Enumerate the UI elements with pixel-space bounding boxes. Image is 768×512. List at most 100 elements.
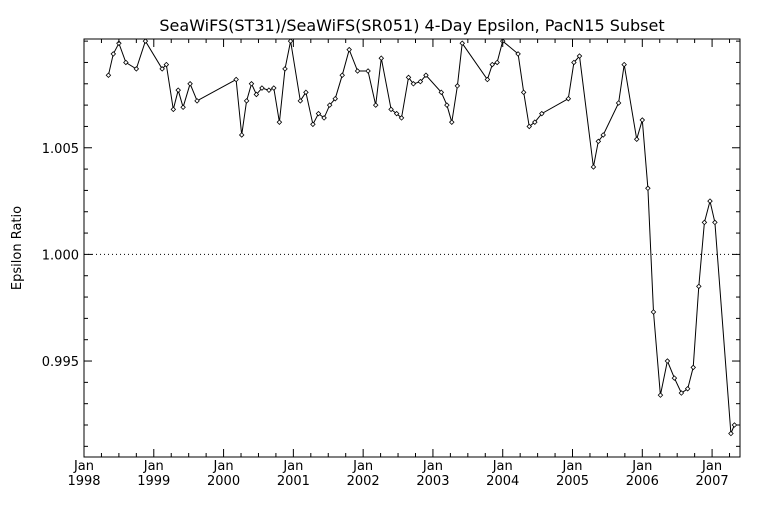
data-point <box>712 219 718 226</box>
x-tick-year-label: 2006 <box>626 474 659 489</box>
data-point <box>701 219 708 226</box>
data-point <box>378 55 385 61</box>
data-point <box>595 138 602 145</box>
data-point <box>303 89 309 96</box>
data-point <box>287 39 294 44</box>
x-tick-month-label: Jan <box>492 459 513 474</box>
data-point <box>110 51 117 57</box>
x-tick-year-label: 2002 <box>347 474 380 489</box>
data-point <box>489 61 496 68</box>
data-point <box>405 74 412 81</box>
data-point <box>678 390 685 396</box>
x-tick-year-label: 2000 <box>207 474 240 489</box>
data-point <box>650 309 657 315</box>
data-point <box>494 59 500 66</box>
data-point <box>459 40 466 47</box>
x-tick-month-label: Jan <box>352 459 373 474</box>
y-tick-layer: 0.995 1.000 1.005 <box>42 40 740 447</box>
x-tick-year-label: 2007 <box>696 474 729 489</box>
data-point <box>590 164 597 170</box>
data-point <box>326 102 333 108</box>
x-tick-month-label: Jan <box>422 459 443 474</box>
data-point <box>532 119 538 125</box>
data-point <box>194 98 200 104</box>
data-point <box>449 119 455 125</box>
data-point <box>484 76 491 83</box>
data-point <box>238 132 245 138</box>
data-point <box>423 72 429 79</box>
marker-layer <box>105 39 738 437</box>
x-tick-month-label: Jan <box>282 459 303 474</box>
data-point <box>170 106 177 113</box>
x-tick-month-label: Jan <box>213 459 234 474</box>
data-point <box>372 102 379 108</box>
x-tick-month-label: Jan <box>561 459 582 474</box>
y-axis-label: Epsilon Ratio <box>10 206 25 290</box>
data-point <box>233 76 239 83</box>
data-point <box>297 98 304 104</box>
data-point <box>633 136 640 143</box>
data-point <box>388 106 394 113</box>
data-point <box>276 119 283 125</box>
series-line <box>107 39 735 434</box>
data-point <box>398 115 405 121</box>
data-point <box>105 72 112 79</box>
data-point <box>248 81 255 87</box>
data-point <box>728 430 734 437</box>
data-point <box>116 40 122 47</box>
data-point <box>259 85 265 91</box>
data-point <box>684 385 691 392</box>
data-point <box>438 89 445 96</box>
data-point <box>576 53 583 59</box>
data-point <box>159 66 165 72</box>
data-point <box>180 104 186 111</box>
data-point <box>615 100 622 106</box>
data-point <box>393 110 400 117</box>
data-point <box>410 81 417 87</box>
data-point <box>571 59 577 66</box>
data-point <box>539 110 545 117</box>
data-point <box>253 91 260 98</box>
data-point <box>696 283 702 290</box>
data-point <box>365 68 371 74</box>
series-layer <box>107 39 735 434</box>
data-point <box>282 66 288 72</box>
data-point <box>266 87 272 93</box>
x-tick-year-label: 2003 <box>416 474 449 489</box>
data-point <box>315 110 322 117</box>
data-point <box>565 95 572 102</box>
data-point <box>664 358 671 364</box>
x-tick-month-label: Jan <box>73 459 94 474</box>
x-tick-month-label: Jan <box>631 459 652 474</box>
x-tick-year-label: 2001 <box>277 474 310 489</box>
data-point <box>520 89 527 96</box>
data-point <box>354 68 361 74</box>
data-point <box>123 59 129 66</box>
data-point <box>645 185 651 192</box>
y-tick-label: 0.995 <box>42 355 79 370</box>
data-point <box>707 198 713 204</box>
data-point <box>346 46 352 53</box>
data-point <box>515 51 521 57</box>
data-point <box>133 66 140 72</box>
data-point <box>621 61 627 68</box>
data-point <box>417 78 424 85</box>
data-point <box>444 102 450 108</box>
data-point <box>175 87 181 93</box>
x-tick-year-label: 2004 <box>486 474 519 489</box>
data-point <box>339 72 345 79</box>
axes-layer <box>83 38 741 458</box>
x-tick-year-label: 1998 <box>67 474 100 489</box>
x-tick-year-label: 1999 <box>137 474 170 489</box>
data-point <box>657 392 664 398</box>
x-tick-year-label: 2005 <box>556 474 589 489</box>
data-point <box>142 39 149 44</box>
data-point <box>600 132 606 138</box>
data-point <box>187 81 193 87</box>
data-point <box>321 115 327 121</box>
x-tick-month-label: Jan <box>701 459 722 474</box>
y-tick-label: 1.005 <box>42 142 79 157</box>
data-point <box>731 422 738 428</box>
data-point <box>332 95 338 102</box>
